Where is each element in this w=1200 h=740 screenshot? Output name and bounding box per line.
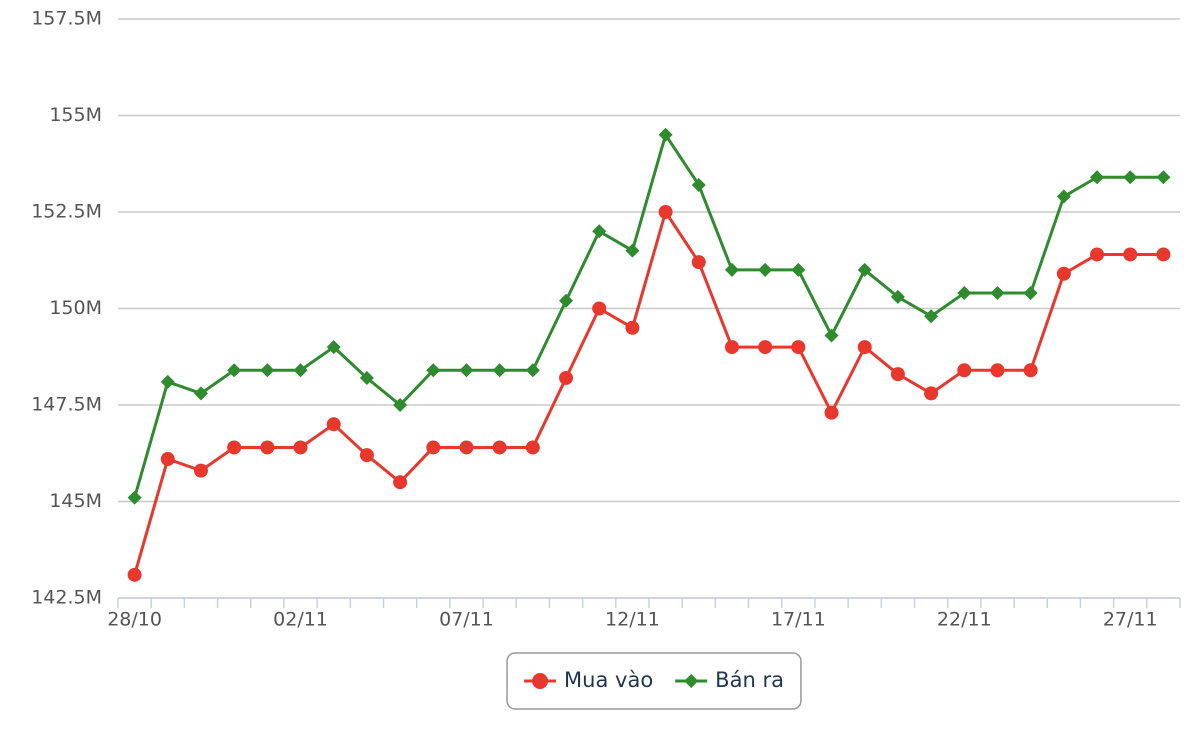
marker [990, 286, 1005, 301]
marker [592, 224, 607, 239]
marker [559, 293, 574, 308]
marker [193, 386, 208, 401]
x-tick-label: 17/11 [771, 609, 826, 631]
marker [260, 440, 275, 455]
marker [1056, 266, 1071, 281]
marker [924, 309, 939, 324]
marker [160, 374, 175, 389]
marker [1123, 170, 1138, 185]
series-line [133, 210, 1164, 576]
marker [592, 301, 607, 316]
marker [625, 243, 640, 258]
y-tick-label: 142.5M [31, 587, 102, 609]
marker [227, 440, 242, 455]
x-tick-label: 02/11 [273, 609, 328, 631]
marker [1156, 170, 1171, 185]
marker [1123, 247, 1138, 262]
marker [890, 289, 905, 304]
marker [459, 440, 474, 455]
marker [1090, 170, 1105, 185]
marker [857, 262, 872, 277]
marker [691, 177, 706, 192]
marker [791, 340, 806, 355]
marker [393, 398, 408, 412]
legend-marker [532, 673, 549, 689]
marker [260, 363, 275, 378]
marker [758, 340, 773, 355]
marker [924, 386, 939, 401]
marker [227, 363, 242, 378]
marker [359, 448, 374, 463]
marker [824, 405, 839, 420]
legend-label: Mua vào [564, 668, 653, 692]
marker [326, 417, 341, 432]
marker [559, 370, 574, 385]
series-line [133, 133, 1164, 499]
marker [1056, 189, 1071, 204]
marker [691, 255, 706, 270]
y-tick-label: 150M [49, 297, 102, 319]
legend-box [506, 652, 802, 710]
y-tick-label: 155M [49, 104, 102, 126]
marker [1023, 363, 1038, 378]
y-tick-label: 145M [49, 490, 102, 512]
marker [459, 363, 474, 378]
marker [990, 363, 1005, 378]
marker [127, 490, 142, 505]
marker [724, 340, 739, 355]
marker [160, 452, 175, 467]
marker [525, 363, 540, 378]
legend-label: Bán ra [715, 668, 784, 692]
x-tick-label: 07/11 [439, 609, 494, 631]
x-tick-label: 27/11 [1103, 609, 1158, 631]
marker [1023, 286, 1038, 301]
marker [857, 340, 872, 355]
marker [824, 328, 839, 343]
marker [525, 440, 540, 455]
marker [758, 262, 773, 277]
marker [127, 567, 142, 582]
y-tick-label: 147.5M [31, 394, 102, 416]
legend-marker [684, 674, 699, 688]
marker [658, 205, 673, 219]
marker [293, 440, 308, 455]
y-tick-label: 157.5M [31, 8, 102, 30]
marker [393, 475, 408, 490]
x-tick-label: 12/11 [605, 609, 660, 631]
marker [492, 363, 507, 378]
marker [724, 262, 739, 277]
marker [625, 320, 640, 335]
marker [957, 363, 972, 378]
marker [890, 367, 905, 382]
marker [193, 463, 208, 478]
y-tick-label: 152.5M [31, 201, 102, 223]
marker [326, 340, 341, 355]
marker [426, 440, 441, 455]
marker [359, 370, 374, 385]
marker [426, 363, 441, 378]
x-tick-label: 28/10 [107, 609, 162, 631]
marker [791, 262, 806, 277]
marker [957, 286, 972, 301]
marker [658, 127, 673, 142]
marker [492, 440, 507, 455]
marker [293, 363, 308, 378]
legend: Mua vào Bán ra [506, 652, 802, 710]
x-tick-label: 22/11 [937, 609, 992, 631]
marker [1090, 247, 1105, 262]
marker [1156, 247, 1171, 262]
